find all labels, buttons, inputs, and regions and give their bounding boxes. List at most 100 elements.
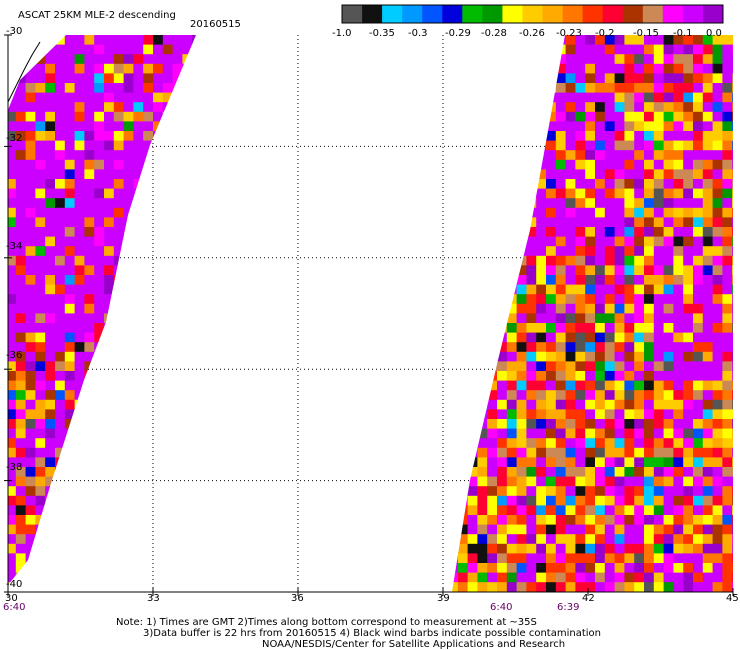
heatmap-cell [457, 159, 468, 170]
heatmap-cell [732, 121, 733, 132]
heatmap-cell [162, 371, 173, 381]
heatmap-cell [595, 111, 606, 122]
heatmap-cell [8, 361, 17, 372]
heatmap-cell [732, 457, 733, 468]
heatmap-cell [35, 188, 46, 199]
heatmap-cell [702, 313, 713, 324]
heatmap-cell [452, 246, 459, 257]
heatmap-cell [653, 44, 664, 55]
heatmap-cell [555, 188, 566, 199]
heatmap-cell [673, 323, 684, 333]
heatmap-cell [614, 505, 625, 516]
heatmap-cell [497, 150, 508, 161]
heatmap-cell [153, 438, 164, 449]
heatmap-cell [663, 92, 674, 103]
heatmap-cell [25, 255, 36, 266]
heatmap-cell [634, 582, 645, 592]
heatmap-cell [172, 351, 183, 362]
heatmap-cell [526, 313, 537, 324]
heatmap-cell [614, 572, 625, 583]
heatmap-cell [55, 332, 66, 343]
heatmap-cell [172, 140, 183, 151]
heatmap-cell [84, 54, 95, 65]
heatmap-cell [555, 438, 566, 449]
heatmap-cell [104, 438, 115, 449]
heatmap-cell [575, 399, 586, 410]
heatmap-cell [546, 563, 557, 573]
heatmap-cell [565, 323, 576, 333]
heatmap-cell [192, 159, 196, 170]
heatmap-cell [575, 294, 586, 305]
heatmap-cell [585, 342, 596, 353]
heatmap-cell [153, 323, 164, 333]
heatmap-cell [653, 35, 664, 45]
heatmap-cell [546, 371, 557, 381]
heatmap-cell [55, 380, 66, 391]
heatmap-cell [192, 102, 196, 113]
colorbar-swatch [482, 5, 503, 23]
heatmap-cell [487, 169, 498, 180]
heatmap-cell [172, 467, 183, 477]
heatmap-cell [614, 207, 625, 218]
heatmap-cell [506, 419, 517, 429]
heatmap-cell [624, 591, 635, 592]
heatmap-cell [104, 275, 115, 285]
heatmap-cell [644, 438, 655, 449]
heatmap-cell [663, 563, 674, 573]
heatmap-cell [487, 227, 498, 237]
heatmap-cell [467, 495, 478, 506]
heatmap-cell [506, 275, 517, 285]
heatmap-cell [487, 303, 498, 314]
heatmap-cell [45, 380, 56, 391]
heatmap-cell [712, 102, 723, 113]
heatmap-cell [516, 572, 527, 583]
heatmap-cell [712, 399, 723, 410]
heatmap-cell [104, 303, 115, 314]
heatmap-cell [113, 294, 124, 305]
heatmap-cell [644, 486, 655, 497]
heatmap-cell [452, 92, 459, 103]
heatmap-cell [64, 476, 75, 487]
heatmap-cell [45, 313, 56, 324]
heatmap-cell [624, 54, 635, 65]
heatmap-cell [84, 515, 95, 525]
heatmap-cell [182, 246, 193, 257]
heatmap-cell [64, 380, 75, 391]
heatmap-cell [84, 457, 95, 468]
heatmap-cell [457, 467, 468, 477]
heatmap-cell [644, 92, 655, 103]
heatmap-cell [673, 563, 684, 573]
heatmap-cell [182, 553, 193, 564]
heatmap-cell [585, 409, 596, 420]
heatmap-cell [526, 54, 537, 65]
heatmap-cell [113, 419, 124, 429]
heatmap-cell [506, 246, 517, 257]
heatmap-cell [565, 409, 576, 420]
heatmap-cell [15, 534, 26, 545]
heatmap-cell [182, 447, 193, 458]
heatmap-cell [604, 179, 615, 189]
heatmap-cell [123, 207, 134, 218]
heatmap-cell [526, 83, 537, 93]
heatmap-cell [585, 140, 596, 151]
heatmap-cell [555, 92, 566, 103]
heatmap-cell [133, 428, 144, 439]
heatmap-cell [452, 380, 459, 391]
heatmap-cell [192, 179, 196, 189]
heatmap-cell [172, 342, 183, 353]
heatmap-cell [683, 131, 694, 141]
heatmap-cell [104, 83, 115, 93]
heatmap-cell [104, 380, 115, 391]
heatmap-cell [457, 486, 468, 497]
heatmap-cell [722, 246, 733, 257]
heatmap-cell [477, 92, 488, 103]
heatmap-cell [74, 159, 85, 170]
heatmap-cell [693, 380, 704, 391]
heatmap-cell [104, 217, 115, 228]
heatmap-cell [722, 102, 733, 113]
heatmap-cell [585, 131, 596, 141]
heatmap-cell [133, 390, 144, 401]
heatmap-cell [104, 515, 115, 525]
heatmap-cell [153, 73, 164, 84]
heatmap-cell [25, 534, 36, 545]
